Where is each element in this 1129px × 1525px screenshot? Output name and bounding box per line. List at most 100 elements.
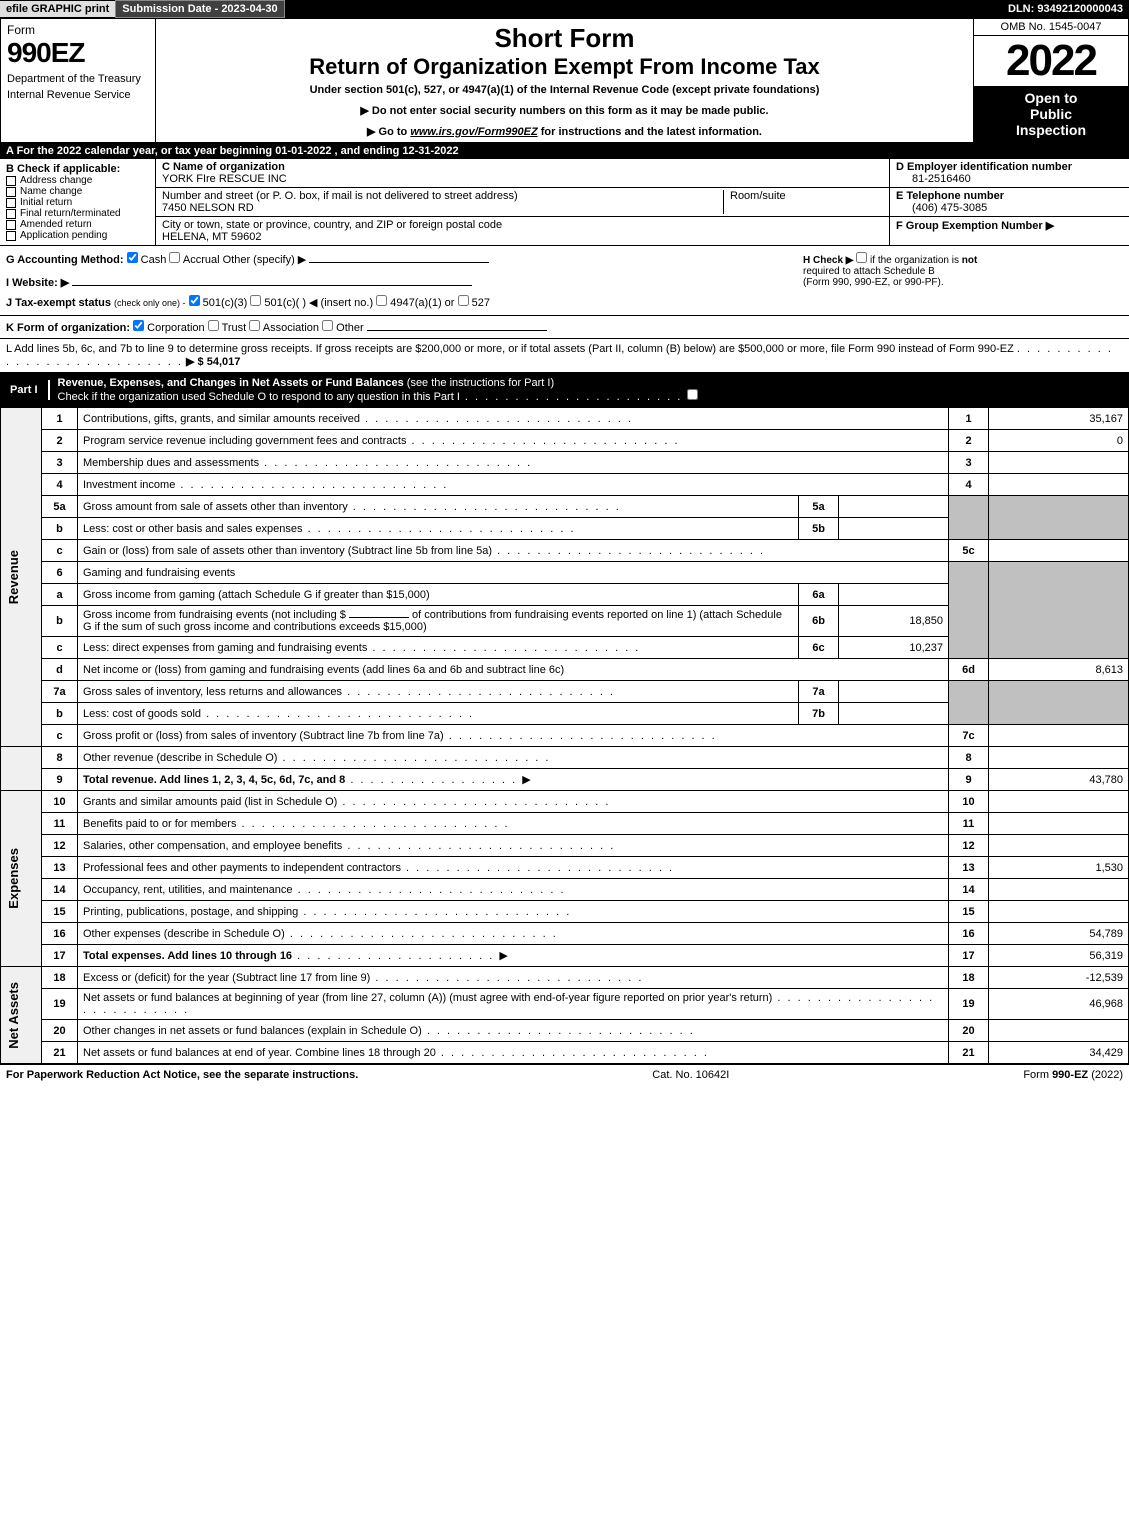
ln14: 14 — [949, 879, 989, 901]
chk-name-change[interactable] — [6, 187, 16, 197]
j-opt3: 4947(a)(1) or — [390, 297, 454, 309]
side-revenue: Revenue — [6, 550, 21, 604]
n6b: b — [42, 606, 78, 637]
g-other: Other (specify) ▶ — [223, 254, 307, 266]
n7a: 7a — [42, 681, 78, 703]
b-item-4: Amended return — [20, 219, 92, 230]
n13: 13 — [42, 857, 78, 879]
side-netassets: Net Assets — [6, 982, 21, 1049]
k-opt-3: Other — [336, 322, 364, 334]
n5a: 5a — [42, 496, 78, 518]
city-label: City or town, state or province, country… — [162, 219, 883, 231]
j-label: J Tax-exempt status — [6, 297, 111, 309]
chk-other-org[interactable] — [322, 320, 333, 331]
goto-pre: ▶ Go to — [367, 126, 410, 138]
top-bar: efile GRAPHIC print Submission Date - 20… — [0, 0, 1129, 18]
k-opt-0: Corporation — [147, 322, 204, 334]
irs-link[interactable]: www.irs.gov/Form990EZ — [410, 126, 537, 138]
goto-line: ▶ Go to www.irs.gov/Form990EZ for instru… — [164, 125, 965, 138]
ln9: 9 — [949, 769, 989, 791]
n21: 21 — [42, 1042, 78, 1064]
chk-corporation[interactable] — [133, 320, 144, 331]
d17: Total expenses. Add lines 10 through 16 — [83, 950, 292, 962]
amt19: 46,968 — [989, 989, 1129, 1020]
blank-6b[interactable] — [349, 617, 409, 618]
ln19: 19 — [949, 989, 989, 1020]
section-bcdef: B Check if applicable: Address change Na… — [0, 159, 1129, 246]
chk-accrual[interactable] — [169, 252, 180, 263]
g-other-blank[interactable] — [309, 262, 489, 263]
amt2: 0 — [989, 430, 1129, 452]
chk-application-pending[interactable] — [6, 231, 16, 241]
d9: Total revenue. Add lines 1, 2, 3, 4, 5c,… — [83, 774, 345, 786]
chk-amended-return[interactable] — [6, 220, 16, 230]
sv6b: 18,850 — [839, 606, 949, 637]
n5b: b — [42, 518, 78, 540]
chk-address-change[interactable] — [6, 176, 16, 186]
tax-year: 2022 — [974, 36, 1128, 86]
d6d: Net income or (loss) from gaming and fun… — [83, 664, 564, 676]
open-line2: Public — [978, 106, 1124, 122]
b-item-3: Final return/terminated — [20, 208, 121, 219]
j-opt4: 527 — [472, 297, 490, 309]
footer-catno: Cat. No. 10642I — [652, 1069, 729, 1081]
chk-initial-return[interactable] — [6, 198, 16, 208]
amt15 — [989, 901, 1129, 923]
irs-label: Internal Revenue Service — [7, 89, 149, 101]
sn5a: 5a — [799, 496, 839, 518]
section-def: D Employer identification number 81-2516… — [889, 159, 1129, 245]
e-label: E Telephone number — [896, 190, 1123, 202]
ln8: 8 — [949, 747, 989, 769]
amt7c — [989, 725, 1129, 747]
n15: 15 — [42, 901, 78, 923]
open-line3: Inspection — [978, 122, 1124, 138]
amt1: 35,167 — [989, 408, 1129, 430]
chk-cash[interactable] — [127, 252, 138, 263]
d2: Program service revenue including govern… — [83, 435, 680, 447]
page-footer: For Paperwork Reduction Act Notice, see … — [0, 1064, 1129, 1085]
chk-trust[interactable] — [208, 320, 219, 331]
amt20 — [989, 1020, 1129, 1042]
ln1: 1 — [949, 408, 989, 430]
n12: 12 — [42, 835, 78, 857]
b-item-2: Initial return — [20, 197, 72, 208]
d-label: D Employer identification number — [896, 161, 1123, 173]
n6a: a — [42, 584, 78, 606]
goto-post: for instructions and the latest informat… — [538, 126, 762, 138]
chk-h[interactable] — [856, 252, 867, 263]
chk-4947[interactable] — [376, 295, 387, 306]
g-accrual: Accrual — [183, 254, 220, 266]
org-city: HELENA, MT 59602 — [162, 231, 883, 243]
efile-label[interactable]: efile GRAPHIC print — [0, 1, 115, 17]
ln20: 20 — [949, 1020, 989, 1042]
n9: 9 — [42, 769, 78, 791]
header-left: Form 990EZ Department of the Treasury In… — [1, 19, 156, 142]
subtitle: Under section 501(c), 527, or 4947(a)(1)… — [164, 84, 965, 96]
chk-527[interactable] — [458, 295, 469, 306]
n1: 1 — [42, 408, 78, 430]
ln3: 3 — [949, 452, 989, 474]
amt10 — [989, 791, 1129, 813]
ln11: 11 — [949, 813, 989, 835]
open-public-badge: Open to Public Inspection — [974, 86, 1128, 142]
chk-final-return[interactable] — [6, 209, 16, 219]
part1-title-sub: (see the instructions for Part I) — [407, 377, 554, 389]
chk-association[interactable] — [249, 320, 260, 331]
k-opt-1: Trust — [222, 322, 247, 334]
amt18: -12,539 — [989, 967, 1129, 989]
part1-check-line: Check if the organization used Schedule … — [58, 391, 460, 403]
chk-501c3[interactable] — [189, 295, 200, 306]
d18: Excess or (deficit) for the year (Subtra… — [83, 972, 643, 984]
website-blank[interactable] — [72, 285, 472, 286]
ln6d: 6d — [949, 659, 989, 681]
ln2: 2 — [949, 430, 989, 452]
d19: Net assets or fund balances at beginning… — [83, 992, 934, 1016]
k-other-blank[interactable] — [367, 330, 547, 331]
lines-table: Revenue 1 Contributions, gifts, grants, … — [0, 407, 1129, 1064]
chk-schedule-o[interactable] — [687, 389, 698, 400]
n6c: c — [42, 637, 78, 659]
d5a: Gross amount from sale of assets other t… — [83, 501, 621, 513]
line-g: G Accounting Method: Cash Accrual Other … — [6, 252, 803, 309]
amt5c — [989, 540, 1129, 562]
chk-501c[interactable] — [250, 295, 261, 306]
